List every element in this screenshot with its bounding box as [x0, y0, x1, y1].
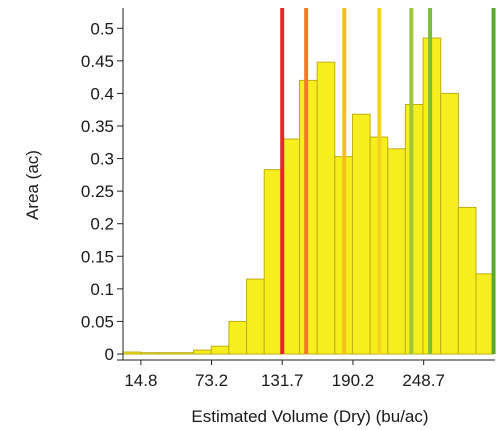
histogram-bar-16	[404, 104, 424, 355]
y-tick-label-4: 0.2	[90, 215, 114, 234]
histogram-bar-2	[157, 352, 177, 355]
y-tick-label-9: 0.45	[81, 52, 114, 71]
y-tick-label-8: 0.4	[90, 84, 114, 103]
y-tick-label-5: 0.25	[81, 182, 114, 201]
y-tick-label-2: 0.1	[90, 280, 114, 299]
histogram-bar-7	[246, 278, 265, 355]
y-tick-label-0: 0	[105, 345, 114, 364]
labels-layer: 0 0.05 0.1 0.15 0.2 0.25 0.3 0.35 0.4 0.45 0.5 14.8…	[81, 19, 445, 390]
axes-layer	[117, 8, 495, 365]
histogram-bar-5	[210, 345, 230, 355]
y-tick-label-10: 0.5	[90, 19, 114, 38]
x-tick-label-1: 73.2	[195, 371, 228, 390]
histogram-bar-19	[457, 206, 477, 355]
histogram-bar-9	[281, 138, 301, 355]
histogram-bar-20	[475, 273, 495, 355]
histogram-bar-1	[140, 352, 159, 355]
histogram-bar-11	[316, 61, 336, 355]
x-tick-label-4: 248.7	[402, 371, 445, 390]
y-tick-label-7: 0.35	[81, 117, 114, 136]
x-tick-label-0: 14.8	[124, 371, 157, 390]
histogram-bar-10	[299, 79, 318, 355]
histogram-bar-13	[351, 113, 371, 355]
histogram-bar-3	[175, 352, 195, 355]
y-tick-label-1: 0.05	[81, 312, 114, 331]
x-axis-title: Estimated Volume (Dry) (bu/ac)	[191, 407, 428, 426]
histogram-bar-0	[122, 351, 142, 355]
histogram-bar-4	[193, 349, 212, 355]
y-axis-title: Area (ac)	[23, 150, 42, 220]
bars-layer	[122, 37, 495, 355]
histogram-bar-6	[228, 320, 248, 355]
y-tick-label-6: 0.3	[90, 150, 114, 169]
y-tick-label-3: 0.15	[81, 247, 114, 266]
histogram-bar-18	[440, 92, 459, 355]
x-tick-label-2: 131.7	[261, 371, 304, 390]
histogram-bar-8	[263, 169, 283, 355]
reference-lines-layer	[280, 8, 496, 354]
histogram-bar-15	[387, 148, 406, 355]
x-tick-label-3: 190.2	[332, 371, 375, 390]
